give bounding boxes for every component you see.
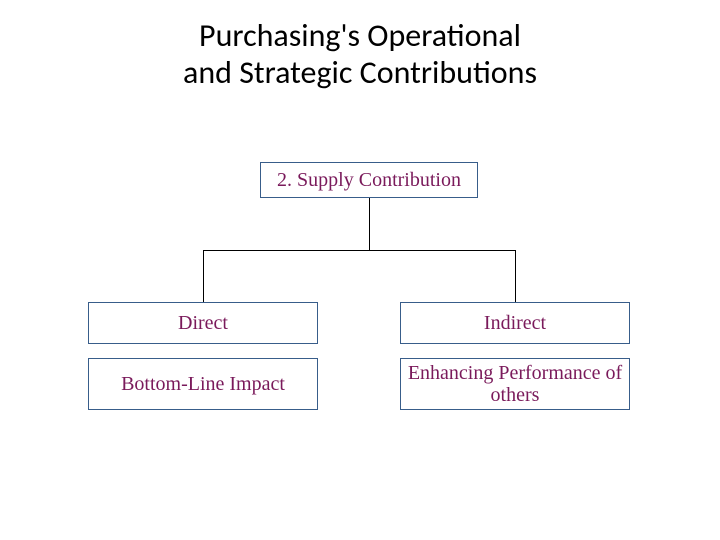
child-node-direct-label: Direct bbox=[178, 312, 228, 334]
child-node-direct: Direct bbox=[88, 302, 318, 344]
page-title: Purchasing's Operational and Strategic C… bbox=[0, 18, 720, 92]
child-node-indirect-detail-label: Enhancing Performance of others bbox=[407, 362, 623, 406]
child-node-indirect-detail: Enhancing Performance of others bbox=[400, 358, 630, 410]
child-node-indirect: Indirect bbox=[400, 302, 630, 344]
connector-hbar bbox=[203, 250, 516, 251]
child-node-direct-detail: Bottom-Line Impact bbox=[88, 358, 318, 410]
child-node-indirect-label: Indirect bbox=[484, 312, 546, 334]
connector-trunk bbox=[369, 198, 370, 250]
connector-drop-left bbox=[203, 250, 204, 302]
title-line2: and Strategic Contributions bbox=[0, 55, 720, 92]
child-node-direct-detail-label: Bottom-Line Impact bbox=[121, 373, 285, 395]
title-line1: Purchasing's Operational bbox=[0, 18, 720, 55]
root-node-label: 2. Supply Contribution bbox=[277, 169, 461, 192]
connector-drop-right bbox=[515, 250, 516, 302]
root-node: 2. Supply Contribution bbox=[260, 162, 478, 198]
